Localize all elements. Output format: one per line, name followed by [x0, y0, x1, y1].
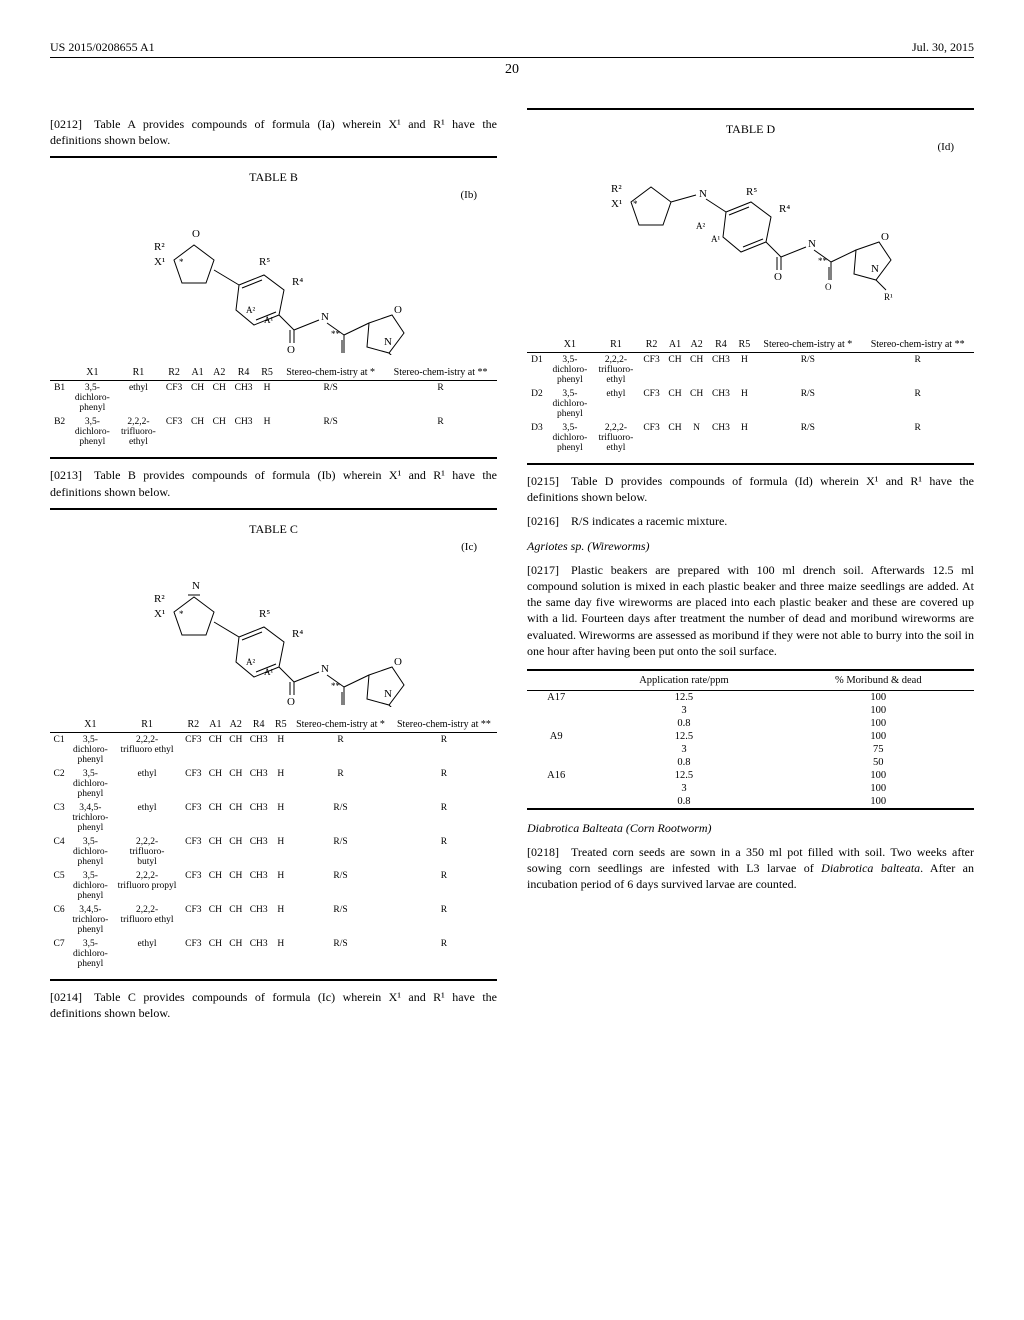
svg-text:X¹: X¹	[611, 198, 622, 210]
svg-text:A²: A²	[246, 657, 255, 667]
page-header: US 2015/0208655 A1 Jul. 30, 2015	[50, 40, 974, 58]
para-0216: [0216] R/S indicates a racemic mixture.	[527, 513, 974, 529]
page-number: 20	[50, 62, 974, 78]
svg-text:R⁵: R⁵	[746, 186, 757, 198]
table-row: C63,4,5-trichloro-phenyl2,2,2-trifluoro …	[50, 903, 497, 937]
svg-text:N: N	[699, 188, 707, 200]
table-b: X1 R1 R2 A1 A2 R4 R5 Stereo-chem-istry a…	[50, 365, 497, 449]
table-row: 3100	[527, 704, 974, 717]
svg-text:O: O	[287, 344, 295, 355]
svg-text:A²: A²	[696, 221, 705, 231]
table-row: A1712.5100	[527, 690, 974, 704]
table-row: 3100	[527, 782, 974, 795]
para-0212: [0212] Table A provides compounds of for…	[50, 116, 497, 148]
svg-text:N: N	[321, 311, 329, 323]
formula-ic-label: (Ic)	[50, 541, 497, 553]
left-column: [0212] Table A provides compounds of for…	[50, 108, 497, 1029]
svg-text:**: **	[818, 256, 828, 266]
table-d-title: TABLE D	[527, 122, 974, 137]
svg-text:X¹: X¹	[154, 256, 165, 268]
structure-ic: R² X¹ N * A² A¹ R⁵ R⁴ O N **	[124, 557, 424, 707]
svg-text:*: *	[179, 257, 184, 267]
svg-text:**: **	[331, 681, 341, 691]
table-row: B13,5-dichloro-phenylethylCF3CHCHCH3HR/S…	[50, 381, 497, 416]
svg-text:O: O	[394, 656, 402, 668]
svg-text:A¹: A¹	[264, 667, 273, 677]
table-row: D13,5-dichloro-phenyl2,2,2-trifluoro-eth…	[527, 353, 974, 388]
svg-text:A¹: A¹	[264, 315, 273, 325]
svg-text:R²: R²	[154, 593, 165, 605]
svg-text:O: O	[394, 304, 402, 316]
svg-text:R²: R²	[611, 183, 622, 195]
structure-ib: R² X¹ O * A² A¹ R⁵ R⁴ O	[124, 205, 424, 355]
two-column-layout: [0212] Table A provides compounds of for…	[50, 108, 974, 1029]
svg-text:*: *	[179, 609, 184, 619]
para-0215: [0215] Table D provides compounds of for…	[527, 473, 974, 505]
svg-text:X¹: X¹	[154, 608, 165, 620]
table-row: D23,5-dichloro-phenylethylCF3CHCHCH3HR/S…	[527, 387, 974, 421]
table-c-title: TABLE C	[50, 522, 497, 537]
svg-text:O: O	[881, 231, 889, 243]
publication-date: Jul. 30, 2015	[912, 40, 974, 55]
table-row: D33,5-dichloro-phenyl2,2,2-trifluoro-eth…	[527, 421, 974, 455]
svg-text:R⁵: R⁵	[259, 608, 270, 620]
svg-text:R⁴: R⁴	[779, 203, 790, 215]
svg-text:O: O	[192, 228, 200, 240]
svg-text:R¹: R¹	[884, 292, 893, 302]
table-row: C53,5-dichloro-phenyl2,2,2-trifluoro pro…	[50, 869, 497, 903]
table-d: X1 R1 R2 A1 A2 R4 R5 Stereo-chem-istry a…	[527, 337, 974, 455]
table-row: 0.8100	[527, 795, 974, 809]
svg-text:N: N	[384, 336, 392, 348]
table-row: C23,5-dichloro-phenylethylCF3CHCHCH3HRR	[50, 767, 497, 801]
formula-ib-label: (Ib)	[50, 189, 497, 201]
table-b-title: TABLE B	[50, 170, 497, 185]
para-0218: [0218] Treated corn seeds are sown in a …	[527, 844, 974, 893]
table-row: 0.8100	[527, 717, 974, 730]
table-row: A1612.5100	[527, 769, 974, 782]
right-column: TABLE D (Id) R² X¹ * N A² A¹ R⁵ R⁴	[527, 108, 974, 1029]
para-0214: [0214] Table C provides compounds of for…	[50, 989, 497, 1021]
table-row: C73,5-dichloro-phenylethylCF3CHCHCH3HR/S…	[50, 937, 497, 971]
svg-text:A²: A²	[246, 305, 255, 315]
results-table: Application rate/ppm % Moribund & dead A…	[527, 669, 974, 810]
svg-text:R⁴: R⁴	[292, 628, 303, 640]
section-agriotes: Agriotes sp. (Wireworms)	[527, 538, 974, 554]
svg-text:O: O	[825, 282, 832, 292]
svg-text:**: **	[331, 329, 341, 339]
table-c: X1 R1 R2 A1 A2 R4 R5 Stereo-chem-istry a…	[50, 717, 497, 971]
svg-text:N: N	[871, 263, 879, 275]
svg-text:N: N	[192, 580, 200, 592]
table-row: 375	[527, 743, 974, 756]
table-row: C43,5-dichloro-phenyl2,2,2-trifluoro-but…	[50, 835, 497, 869]
svg-text:A¹: A¹	[711, 234, 720, 244]
table-row: 0.850	[527, 756, 974, 769]
formula-id-label: (Id)	[527, 141, 974, 153]
svg-text:N: N	[808, 238, 816, 250]
svg-text:O: O	[287, 696, 295, 707]
table-row: C33,4,5-trichloro-phenylethylCF3CHCHCH3H…	[50, 801, 497, 835]
para-0213: [0213] Table B provides compounds of for…	[50, 467, 497, 499]
svg-text:R⁴: R⁴	[292, 276, 303, 288]
svg-text:*: *	[633, 199, 638, 209]
table-row: C13,5-dichloro-phenyl2,2,2-trifluoro eth…	[50, 732, 497, 767]
structure-id: R² X¹ * N A² A¹ R⁵ R⁴ O N **	[591, 157, 911, 327]
svg-text:R⁵: R⁵	[259, 256, 270, 268]
svg-text:N: N	[384, 688, 392, 700]
publication-number: US 2015/0208655 A1	[50, 40, 155, 55]
table-row: B23,5-dichloro-phenyl2,2,2-trifluoro-eth…	[50, 415, 497, 449]
para-0217: [0217] Plastic beakers are prepared with…	[527, 562, 974, 659]
table-row: A912.5100	[527, 730, 974, 743]
svg-text:R²: R²	[154, 241, 165, 253]
section-diabrotica: Diabrotica Balteata (Corn Rootworm)	[527, 820, 974, 836]
svg-text:O: O	[774, 271, 782, 283]
svg-text:N: N	[321, 663, 329, 675]
